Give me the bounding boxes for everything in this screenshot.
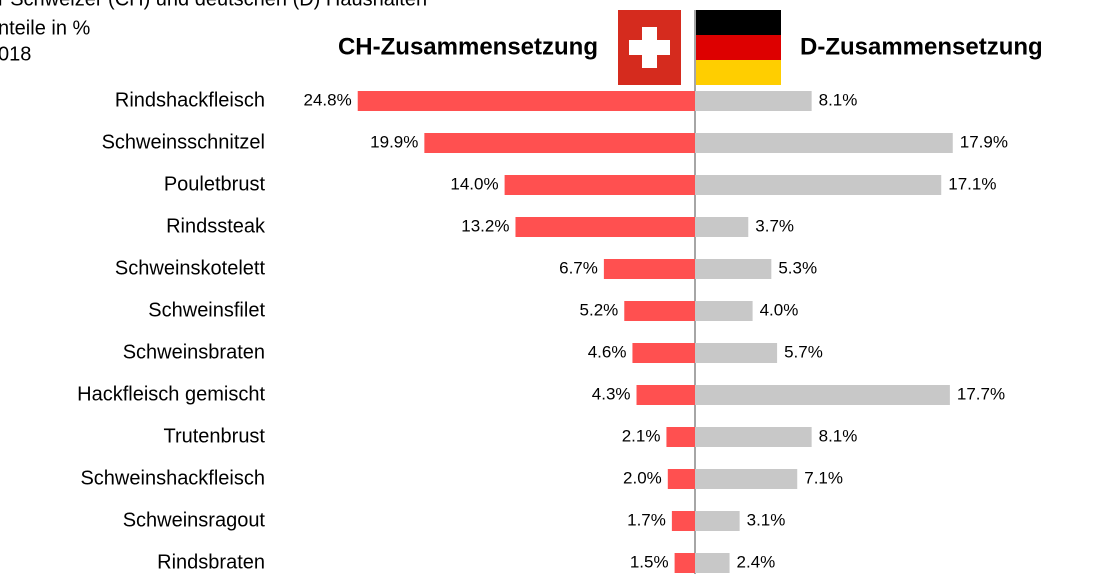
- category-label: Schweinsragout: [123, 509, 266, 531]
- right-title: D-Zusammensetzung: [800, 33, 1043, 60]
- category-label: Trutenbrust: [163, 425, 265, 447]
- bar: [695, 259, 772, 279]
- category-label: Schweinshackfleisch: [80, 467, 265, 489]
- value-label: 6.7%: [559, 258, 598, 277]
- value-label: 4.3%: [592, 384, 631, 403]
- bar: [515, 217, 695, 237]
- category-label: Schweinsschnitzel: [102, 131, 265, 153]
- category-label: Schweinsfilet: [148, 299, 265, 321]
- bar: [632, 343, 695, 363]
- value-label: 19.9%: [370, 132, 418, 151]
- category-label: Pouletbrust: [164, 173, 266, 195]
- left-title: CH-Zusammensetzung: [338, 33, 598, 60]
- subtitle-line: nteile in %: [0, 17, 90, 39]
- bar: [424, 133, 695, 153]
- value-label: 5.2%: [580, 300, 619, 319]
- value-label: 8.1%: [819, 90, 858, 109]
- bar: [671, 511, 695, 531]
- value-label: 8.1%: [819, 426, 858, 445]
- swiss-flag: [618, 10, 681, 85]
- bar: [504, 175, 695, 195]
- bar: [695, 343, 778, 363]
- subtitle-line: 018: [0, 43, 31, 65]
- value-label: 13.2%: [461, 216, 509, 235]
- value-label: 3.7%: [755, 216, 794, 235]
- bar: [695, 217, 749, 237]
- value-label: 4.0%: [760, 300, 799, 319]
- value-label: 1.5%: [630, 552, 669, 571]
- bar: [357, 91, 695, 111]
- value-label: 2.0%: [623, 468, 662, 487]
- category-label: Schweinskotelett: [115, 257, 266, 279]
- value-label: 14.0%: [450, 174, 498, 193]
- value-label: 3.1%: [747, 510, 786, 529]
- bar: [695, 385, 950, 405]
- bar: [636, 385, 695, 405]
- bar: [603, 259, 695, 279]
- value-label: 5.3%: [778, 258, 817, 277]
- bar: [624, 301, 695, 321]
- bar: [695, 427, 812, 447]
- bar: [695, 469, 798, 489]
- subtitle-line: r Schweizer (CH) und deutschen (D) Haush…: [0, 0, 427, 10]
- bar: [667, 469, 695, 489]
- value-label: 17.7%: [957, 384, 1005, 403]
- german-flag: [696, 10, 781, 85]
- category-label: Schweinsbraten: [123, 341, 265, 363]
- value-label: 5.7%: [784, 342, 823, 361]
- value-label: 24.8%: [304, 90, 352, 109]
- value-label: 17.1%: [948, 174, 996, 193]
- bar: [695, 91, 812, 111]
- value-label: 17.9%: [960, 132, 1008, 151]
- bar: [666, 427, 695, 447]
- bar: [695, 301, 753, 321]
- category-label: Rindsbraten: [157, 551, 265, 573]
- bar: [695, 175, 942, 195]
- value-label: 7.1%: [804, 468, 843, 487]
- bar: [695, 511, 740, 531]
- bar: [674, 553, 695, 573]
- value-label: 2.4%: [737, 552, 776, 571]
- value-label: 4.6%: [588, 342, 627, 361]
- bar: [695, 133, 953, 153]
- value-label: 2.1%: [622, 426, 661, 445]
- value-label: 1.7%: [627, 510, 666, 529]
- category-label: Rindssteak: [166, 215, 266, 237]
- bar: [695, 553, 730, 573]
- category-label: Rindshackfleisch: [115, 89, 265, 111]
- category-label: Hackfleisch gemischt: [77, 383, 265, 405]
